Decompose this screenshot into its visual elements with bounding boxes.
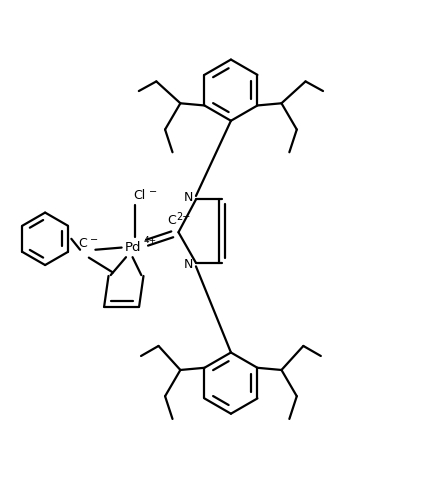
Text: 4+: 4+	[143, 236, 157, 245]
Text: Pd: Pd	[125, 241, 141, 254]
Text: Cl: Cl	[133, 188, 145, 201]
Text: −: −	[90, 235, 98, 245]
Text: −: −	[149, 187, 157, 197]
Text: 2−: 2−	[176, 212, 191, 222]
Text: N: N	[183, 258, 193, 271]
Text: N: N	[183, 191, 193, 204]
Text: C: C	[168, 214, 176, 227]
Text: C: C	[78, 237, 87, 250]
